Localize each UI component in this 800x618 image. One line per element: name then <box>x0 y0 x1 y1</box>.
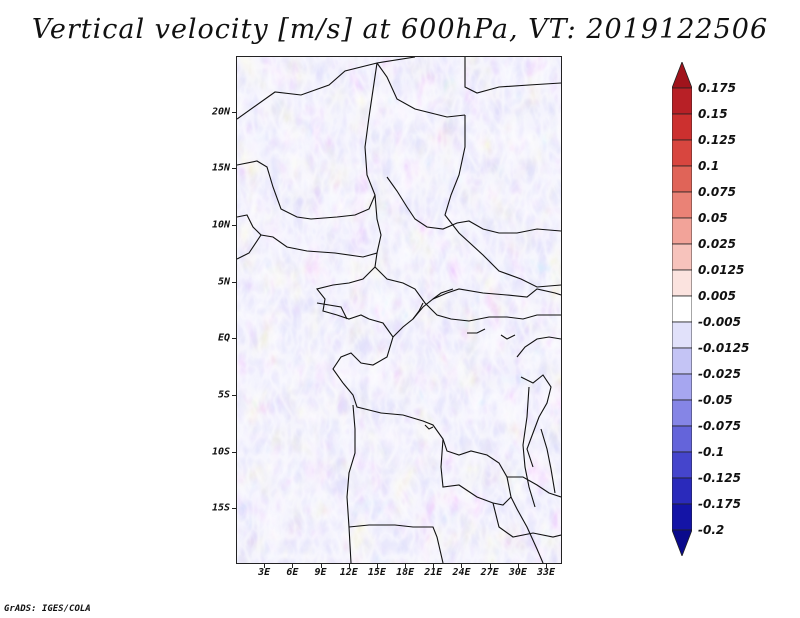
field-contour-lines <box>237 57 561 563</box>
longitude-tick-label: 3E <box>258 567 271 578</box>
longitude-tick-label: 12E <box>339 567 358 578</box>
latitude-tick-label: 15S <box>211 502 230 514</box>
longitude-tick-label: 21E <box>424 567 443 578</box>
colorbar-tick-label: -0.175 <box>698 497 741 511</box>
longitude-tick-mark <box>320 564 322 568</box>
longitude-tick-label: 33E <box>536 567 556 578</box>
latitude-tick-mark <box>232 168 236 170</box>
colorbar-tick-label: -0.005 <box>698 315 741 329</box>
longitude-tick-mark <box>376 564 378 568</box>
colorbar-segment <box>672 529 692 556</box>
latitude-tick-mark <box>232 395 236 397</box>
colorbar-segment <box>672 191 692 219</box>
colorbar-segment <box>672 503 692 531</box>
longitude-tick-mark <box>433 564 435 568</box>
colorbar-segment <box>672 321 692 349</box>
colorbar-segment <box>672 139 692 167</box>
colorbar-tick-label: 0.15 <box>698 107 728 121</box>
colorbar-segment <box>672 243 692 271</box>
colorbar-segment <box>672 87 692 115</box>
colorbar-segment <box>672 399 692 427</box>
longitude-tick-label: 27E <box>480 567 499 578</box>
colorbar-tick-label: -0.1 <box>698 445 725 459</box>
colorbar-tick-label: 0.125 <box>698 133 736 147</box>
colorbar-tick-label: 0.175 <box>698 81 736 95</box>
colorbar-tick-label: 0.005 <box>698 289 736 303</box>
longitude-tick-mark <box>517 564 519 568</box>
longitude-tick-mark <box>292 564 294 568</box>
latitude-tick-label: 10S <box>211 446 230 458</box>
colorbar-segment <box>672 295 692 323</box>
colorbar-segment <box>672 347 692 375</box>
latitude-tick-mark <box>232 224 236 226</box>
latitude-tick-mark <box>232 338 236 340</box>
colorbar-tick-label: -0.0125 <box>698 341 750 355</box>
colorbar-tick-label: 0.0125 <box>698 263 745 277</box>
colorbar-tick-label: 0.05 <box>698 211 728 225</box>
colorbar-tick-label: -0.025 <box>698 367 741 381</box>
colorbar-segment <box>672 373 692 401</box>
colorbar-segment <box>672 62 692 89</box>
latitude-tick-mark <box>232 111 236 113</box>
colorbar-segment <box>672 217 692 245</box>
latitude-tick-label: EQ <box>217 332 230 344</box>
grads-credit: GrADS: IGES/COLA <box>4 604 91 614</box>
colorbar-tick-label: 0.075 <box>698 185 736 199</box>
country-borders <box>237 57 561 563</box>
colorbar-tick-label: -0.2 <box>698 523 725 537</box>
colorbar-segment <box>672 269 692 297</box>
latitude-tick-mark <box>232 508 236 510</box>
longitude-tick-label: 18E <box>396 567 415 578</box>
latitude-tick-label: 10N <box>211 219 230 231</box>
longitude-tick-label: 6E <box>286 567 299 578</box>
longitude-tick-mark <box>546 564 548 568</box>
longitude-tick-mark <box>405 564 407 568</box>
longitude-tick-label: 15E <box>367 567 386 578</box>
latitude-tick-label: 5N <box>217 276 230 288</box>
colorbar-segment <box>672 113 692 141</box>
chart-title: Vertical velocity [m/s] at 600hPa, VT: 2… <box>31 14 769 45</box>
latitude-tick-mark <box>232 281 236 283</box>
latitude-tick-label: 15N <box>211 162 230 174</box>
velocity-field-map <box>237 57 561 563</box>
colorbar-tick-label: -0.075 <box>698 419 741 433</box>
colorbar-tick-label: -0.125 <box>698 471 741 485</box>
longitude-tick-mark <box>489 564 491 568</box>
colorbar-segment <box>672 451 692 479</box>
latitude-tick-label: 5S <box>217 389 230 401</box>
longitude-tick-label: 24E <box>452 567 471 578</box>
longitude-tick-label: 9E <box>314 567 327 578</box>
map-panel[interactable] <box>236 56 562 564</box>
longitude-tick-label: 30E <box>508 567 527 578</box>
colorbar-tick-label: -0.05 <box>698 393 733 407</box>
colorbar-tick-label: 0.1 <box>698 159 720 173</box>
longitude-tick-mark <box>264 564 266 568</box>
latitude-tick-mark <box>232 451 236 453</box>
longitude-tick-mark <box>461 564 463 568</box>
colorbar-segment <box>672 425 692 453</box>
longitude-tick-mark <box>348 564 350 568</box>
colorbar-segment <box>672 477 692 505</box>
latitude-tick-label: 20N <box>211 106 230 118</box>
colorbar <box>672 62 692 556</box>
colorbar-tick-label: 0.025 <box>698 237 736 251</box>
colorbar-segment <box>672 165 692 193</box>
